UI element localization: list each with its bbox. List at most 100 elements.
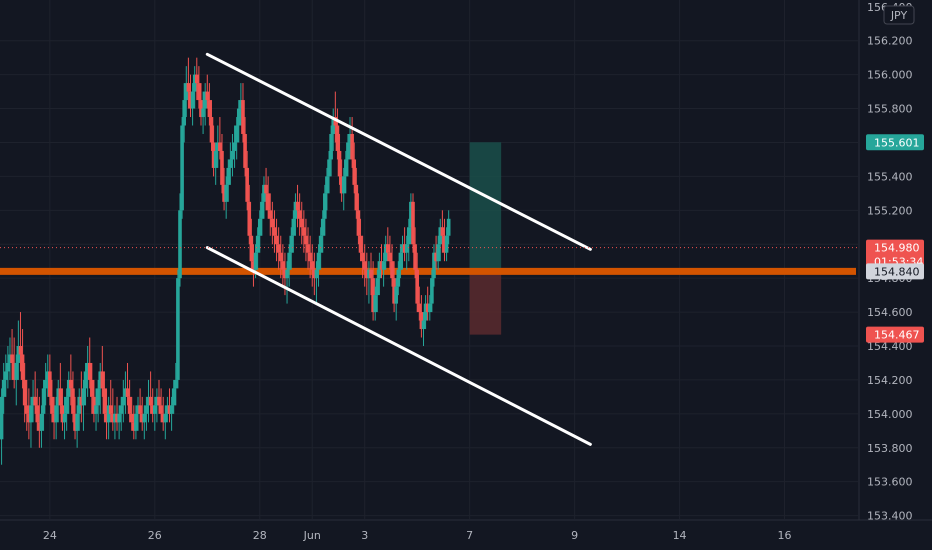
candle-body [352,159,357,185]
candle [83,362,88,406]
candle [104,388,109,440]
candle [211,125,216,177]
candle [138,388,142,423]
badge-background [866,263,924,280]
candle [186,57,191,109]
candle [404,235,409,270]
candle [0,388,4,465]
candle [31,379,35,423]
y-tick-label: 153.800 [867,442,913,455]
candle [100,346,105,397]
candle [425,286,430,321]
candle-body [123,388,128,397]
candle [142,405,147,440]
candle [329,125,333,177]
candle-body [176,278,180,380]
currency-label[interactable]: JPY [883,5,915,25]
candle-body [381,261,386,270]
candle [415,252,419,313]
candle-body [276,244,281,253]
candle [377,252,382,296]
stop-zone[interactable] [469,271,502,335]
candle [215,125,220,168]
price-axis[interactable]: 153.400 153.600 153.800 154.000 154.200 154.4… [867,1,913,523]
y-tick-label: 154.400 [867,340,913,353]
candle-body [262,184,266,202]
candle [29,396,33,448]
candle-body [134,413,138,431]
position-zones[interactable] [469,142,502,335]
candle [432,244,436,287]
candle-body [58,388,63,406]
candle-body [440,227,445,236]
candle [304,218,308,262]
candle [220,133,224,194]
candle [245,150,249,211]
candle-body [348,133,352,143]
candle-body [209,117,214,143]
candle [234,117,239,160]
x-tick-label: 26 [148,529,162,542]
candle [115,396,119,431]
candle [75,405,79,448]
candle-body [77,396,82,414]
candle-body [27,413,31,423]
candle-body [350,133,354,160]
candle-body [234,125,239,143]
candle [134,405,138,440]
y-tick-label: 156.200 [867,35,913,48]
candle-body [163,413,168,423]
candle-body [92,396,96,414]
channel-lines[interactable] [205,52,592,446]
candle-body [241,100,245,134]
candle-body [283,269,287,279]
candle-body [117,413,121,423]
y-tick-label: 154.000 [867,408,913,421]
candle-body [371,278,375,313]
candle-body [150,405,155,414]
target-zone[interactable] [469,142,502,272]
candle-body [230,150,235,160]
candle-body [50,396,54,414]
channel-upper-line[interactable] [205,52,592,251]
channel-lower-line[interactable] [205,246,592,446]
candle [180,117,184,219]
candle [90,362,94,414]
time-axis[interactable]: 24 26 28 Jun 3 7 9 14 16 [43,529,792,542]
candle [192,66,197,109]
candle [346,133,350,177]
candle-body [14,362,19,380]
candle [60,388,65,431]
support-level-band[interactable] [0,267,856,275]
candle-body [66,379,71,397]
candle-body [228,159,233,168]
candle-body [413,244,417,270]
candle-body [379,261,384,270]
candle [188,74,193,118]
candle [96,379,100,423]
candle-body [247,201,252,236]
candle [369,252,373,296]
candle [117,405,121,440]
candle [247,184,252,245]
candle-body [108,405,113,414]
candle-body [12,362,16,380]
candle [111,388,115,431]
candle-body [159,405,163,414]
candle-body [142,413,147,423]
candle-body [0,396,4,440]
candle-body [85,362,90,372]
y-tick-label: 154.600 [867,306,913,319]
candle-body [79,396,84,406]
candle [365,252,369,296]
horizontal-level[interactable] [0,267,856,275]
candle-body [194,74,199,84]
candle [339,159,344,202]
candle [159,388,163,423]
candle [354,167,359,219]
candle-body [218,142,222,151]
y-tick-label: 153.400 [867,510,913,523]
candle-body [245,167,249,202]
candle [140,396,145,431]
